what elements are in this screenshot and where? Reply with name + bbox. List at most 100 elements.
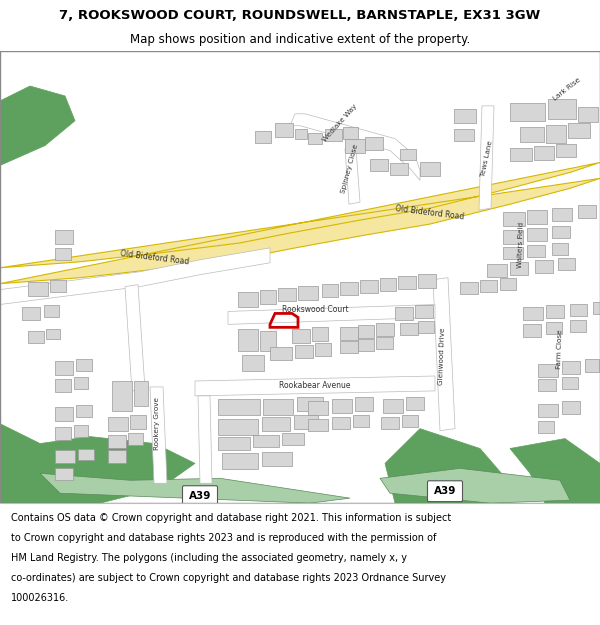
Bar xyxy=(294,415,318,429)
Bar xyxy=(395,308,413,321)
Polygon shape xyxy=(385,429,510,503)
Bar xyxy=(308,419,328,431)
Bar xyxy=(487,264,507,277)
Bar xyxy=(523,308,543,321)
Bar xyxy=(253,434,279,446)
Bar xyxy=(406,397,424,410)
Bar xyxy=(278,288,296,301)
Bar xyxy=(112,381,132,411)
Bar xyxy=(365,137,383,149)
Polygon shape xyxy=(198,396,212,483)
Bar xyxy=(418,321,434,333)
Bar xyxy=(134,381,148,406)
Polygon shape xyxy=(125,284,145,391)
Bar xyxy=(552,226,570,238)
Bar xyxy=(454,129,474,141)
Bar xyxy=(454,109,476,122)
Polygon shape xyxy=(479,106,494,210)
Bar xyxy=(510,148,532,161)
Bar xyxy=(510,103,545,121)
Bar xyxy=(578,205,596,218)
Bar xyxy=(420,162,440,176)
Text: Wedlake Way: Wedlake Way xyxy=(322,103,358,142)
Bar xyxy=(76,359,92,371)
Bar xyxy=(503,247,523,259)
Polygon shape xyxy=(150,387,167,483)
Bar xyxy=(315,343,331,356)
Bar xyxy=(76,405,92,417)
Bar xyxy=(130,415,146,429)
Bar xyxy=(535,260,553,272)
Bar xyxy=(295,129,307,139)
Bar xyxy=(340,282,358,294)
Bar xyxy=(55,468,73,480)
Bar xyxy=(263,399,293,415)
Bar xyxy=(568,122,590,138)
Bar xyxy=(353,415,369,427)
Bar xyxy=(556,144,576,156)
Text: co-ordinates) are subject to Crown copyright and database rights 2023 Ordnance S: co-ordinates) are subject to Crown copyr… xyxy=(11,573,446,583)
Bar xyxy=(345,139,365,152)
Bar xyxy=(500,278,516,289)
Bar xyxy=(546,322,562,334)
Bar xyxy=(343,127,358,139)
Bar xyxy=(108,417,128,431)
Bar xyxy=(390,164,408,176)
Bar xyxy=(527,245,545,257)
Bar xyxy=(593,301,600,314)
Text: Lark Rise: Lark Rise xyxy=(552,76,582,101)
Bar xyxy=(340,341,358,353)
Bar xyxy=(218,437,250,451)
Text: Contains OS data © Crown copyright and database right 2021. This information is : Contains OS data © Crown copyright and d… xyxy=(11,513,451,523)
Text: 100026316.: 100026316. xyxy=(11,593,69,603)
Bar xyxy=(270,348,292,360)
Bar xyxy=(415,306,433,318)
Bar xyxy=(538,364,558,377)
Bar xyxy=(562,377,578,389)
Bar xyxy=(520,127,544,142)
Bar xyxy=(503,212,525,226)
Text: Rookswood Court: Rookswood Court xyxy=(281,305,349,314)
Polygon shape xyxy=(345,149,360,204)
Polygon shape xyxy=(0,86,75,166)
Bar xyxy=(218,419,258,434)
Bar xyxy=(74,377,88,389)
Text: Old Bideford Road: Old Bideford Road xyxy=(395,204,465,222)
Bar xyxy=(74,424,88,437)
Bar xyxy=(238,292,258,308)
Bar xyxy=(340,328,358,340)
Bar xyxy=(262,452,292,466)
Text: Spinney Close: Spinney Close xyxy=(341,143,359,194)
Bar xyxy=(308,132,322,144)
Bar xyxy=(55,230,73,244)
Bar xyxy=(242,355,264,371)
Bar xyxy=(360,279,378,292)
Bar xyxy=(381,417,399,429)
Bar xyxy=(538,421,554,432)
Bar xyxy=(218,399,260,415)
Text: Map shows position and indicative extent of the property.: Map shows position and indicative extent… xyxy=(130,34,470,46)
Polygon shape xyxy=(380,468,570,503)
Polygon shape xyxy=(40,473,350,503)
Text: Old Bideford Road: Old Bideford Road xyxy=(120,249,190,266)
Bar xyxy=(55,407,73,421)
Bar xyxy=(562,401,580,414)
Bar xyxy=(108,434,126,447)
Bar xyxy=(570,321,586,332)
Bar xyxy=(128,432,143,444)
Bar xyxy=(55,427,71,439)
Bar xyxy=(275,122,293,137)
Bar xyxy=(108,451,126,463)
Bar xyxy=(46,329,60,339)
Bar xyxy=(523,324,541,338)
Bar xyxy=(578,107,598,122)
Polygon shape xyxy=(195,376,435,396)
Bar xyxy=(28,282,48,296)
Text: A39: A39 xyxy=(189,491,211,501)
Bar xyxy=(546,306,564,318)
Bar xyxy=(376,323,394,336)
Bar xyxy=(298,286,318,299)
Bar xyxy=(585,359,599,372)
Polygon shape xyxy=(0,248,270,304)
Bar xyxy=(548,99,576,119)
